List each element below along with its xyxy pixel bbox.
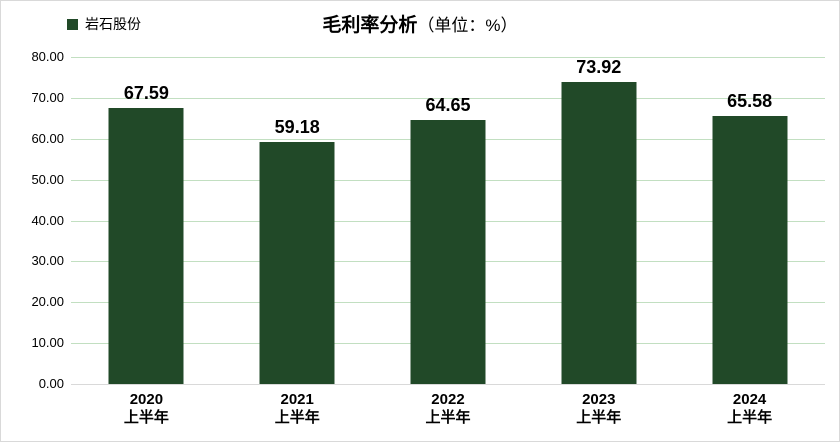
bar-group: 64.65 2022 上半年 xyxy=(373,57,524,426)
x-tick-label: 2024 上半年 xyxy=(674,391,825,427)
bar-value-label: 67.59 xyxy=(123,83,169,103)
legend: 岩石股份 xyxy=(67,14,141,34)
y-tick-label: 10.00 xyxy=(31,335,64,350)
bar-value-label: 64.65 xyxy=(425,95,471,115)
plot-area: 67.59 2020 上半年 59.18 2021 上半年 64.65 2022 上半年 73.9… xyxy=(71,57,825,426)
legend-swatch-icon xyxy=(67,18,78,30)
x-tick-label: 2021 上半年 xyxy=(222,391,373,427)
bar xyxy=(108,108,184,384)
gridline xyxy=(71,57,825,58)
x-tick-label: 2022 上半年 xyxy=(373,391,524,427)
y-tick-label: 40.00 xyxy=(31,213,64,228)
x-tick-period: 上半年 xyxy=(727,409,773,426)
x-tick-period: 上半年 xyxy=(425,409,471,426)
x-tick-label: 2020 上半年 xyxy=(71,391,222,427)
x-tick-period: 上半年 xyxy=(576,409,622,426)
gridline xyxy=(71,98,825,99)
y-tick-label: 70.00 xyxy=(31,90,64,105)
x-axis-line xyxy=(71,384,825,385)
y-tick-label: 20.00 xyxy=(31,294,64,309)
x-tick-year: 2021 xyxy=(280,391,314,408)
x-tick-label: 2023 上半年 xyxy=(523,391,674,427)
bar xyxy=(561,82,637,384)
x-tick-year: 2024 xyxy=(732,391,767,408)
y-tick-label: 50.00 xyxy=(31,172,64,187)
x-tick-period: 上半年 xyxy=(123,409,169,426)
y-axis: 80.00 70.00 60.00 50.00 40.00 30.00 20.00 10.00… xyxy=(1,49,64,391)
y-tick-label: 60.00 xyxy=(31,131,64,146)
y-tick-label: 0.00 xyxy=(38,376,64,391)
bar xyxy=(259,142,335,384)
bar-group: 59.18 2021 上半年 xyxy=(222,57,373,426)
bar-group: 65.58 2024 上半年 xyxy=(674,57,825,426)
bar-group: 67.59 2020 上半年 xyxy=(71,57,222,426)
bar xyxy=(410,120,486,384)
legend-label: 岩石股份 xyxy=(85,16,141,32)
bar-value-label: 73.92 xyxy=(576,57,622,77)
bar-value-label: 65.58 xyxy=(727,91,773,111)
chart-title-unit: （单位：%） xyxy=(417,16,518,35)
bar-value-label: 59.18 xyxy=(274,117,320,137)
bar-group: 73.92 2023 上半年 xyxy=(523,57,674,426)
x-tick-period: 上半年 xyxy=(274,409,320,426)
chart-title-main: 毛利率分析 xyxy=(322,15,418,36)
x-tick-year: 2020 xyxy=(129,391,164,408)
bars-container: 67.59 2020 上半年 59.18 2021 上半年 64.65 2022 上半年 73.9… xyxy=(71,57,825,426)
y-tick-label: 80.00 xyxy=(31,49,64,64)
chart-title: 毛利率分析（单位：%） xyxy=(1,10,839,37)
x-tick-year: 2022 xyxy=(431,391,465,408)
bar xyxy=(712,116,788,384)
y-tick-label: 30.00 xyxy=(31,253,64,268)
x-tick-year: 2023 xyxy=(582,391,616,408)
